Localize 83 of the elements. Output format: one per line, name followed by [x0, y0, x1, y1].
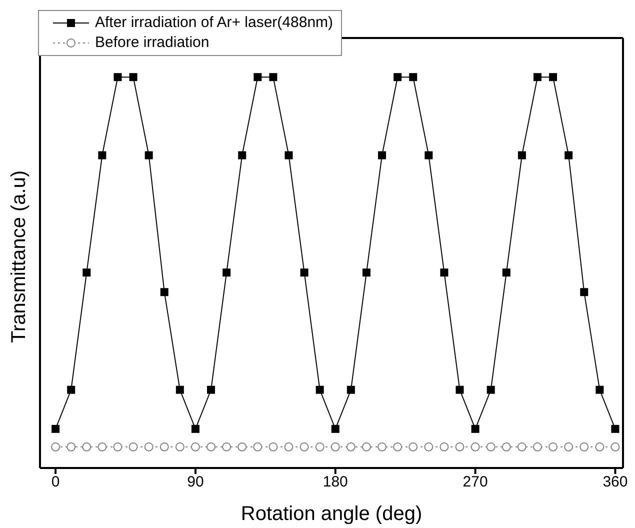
point [269, 73, 278, 82]
point [82, 268, 91, 277]
point [52, 424, 60, 433]
point [408, 442, 418, 452]
point [440, 268, 448, 277]
point [238, 442, 247, 452]
point [160, 288, 168, 296]
point [362, 268, 370, 277]
point [66, 442, 76, 452]
point [532, 442, 542, 452]
legend-label: After irradiation of Ar+ laser(488nm) [95, 14, 334, 31]
point [207, 386, 216, 394]
point [517, 442, 526, 452]
point [315, 442, 324, 452]
point [502, 442, 511, 452]
x-tick-label: 360 [602, 474, 628, 491]
point [394, 73, 402, 82]
point [533, 73, 542, 82]
point [284, 151, 293, 160]
point [486, 386, 495, 394]
point [580, 288, 588, 296]
point [128, 442, 138, 452]
point [564, 442, 574, 452]
point [409, 73, 418, 82]
point [331, 424, 340, 433]
point [564, 151, 573, 160]
point [580, 442, 589, 452]
legend-label: Before irradiation [95, 34, 210, 51]
point [51, 442, 60, 452]
point [393, 442, 402, 452]
point [549, 73, 558, 82]
point [176, 386, 184, 394]
point [424, 442, 434, 452]
point [456, 386, 464, 394]
point [113, 442, 122, 452]
x-tick-label: 90 [187, 474, 204, 491]
point [253, 442, 262, 452]
point [190, 442, 200, 452]
point [595, 442, 604, 452]
point [191, 424, 200, 433]
point [284, 442, 294, 452]
point [440, 442, 449, 452]
point [424, 151, 433, 160]
point [300, 442, 309, 452]
point [486, 442, 496, 452]
point [316, 386, 324, 394]
point [470, 442, 480, 452]
point [548, 442, 558, 452]
point [82, 442, 92, 452]
point [254, 73, 262, 82]
point [518, 151, 526, 160]
point [362, 442, 371, 452]
point [330, 442, 340, 452]
point [502, 268, 510, 277]
x-axis-title: Rotation angle (deg) [240, 503, 422, 525]
point [98, 442, 107, 452]
point [346, 386, 355, 394]
point [222, 268, 231, 277]
point [471, 424, 480, 433]
point [238, 151, 246, 160]
x-tick-label: 270 [462, 474, 488, 491]
point [144, 442, 154, 452]
point [268, 442, 278, 452]
point [98, 151, 106, 160]
point [144, 151, 153, 160]
point [610, 442, 620, 452]
x-tick-label: 180 [322, 474, 348, 491]
point [206, 442, 216, 452]
point [175, 442, 184, 452]
point [346, 442, 356, 452]
point [455, 442, 464, 452]
point [596, 386, 604, 394]
point [160, 442, 169, 452]
point [129, 73, 138, 82]
point [300, 268, 308, 277]
y-axis-title: Transmittance (a.u) [8, 170, 30, 343]
point [114, 73, 122, 82]
point [611, 424, 620, 433]
point [378, 442, 387, 452]
x-tick-label: 0 [51, 474, 60, 491]
point [378, 151, 386, 160]
point [67, 386, 76, 394]
point [222, 442, 232, 452]
